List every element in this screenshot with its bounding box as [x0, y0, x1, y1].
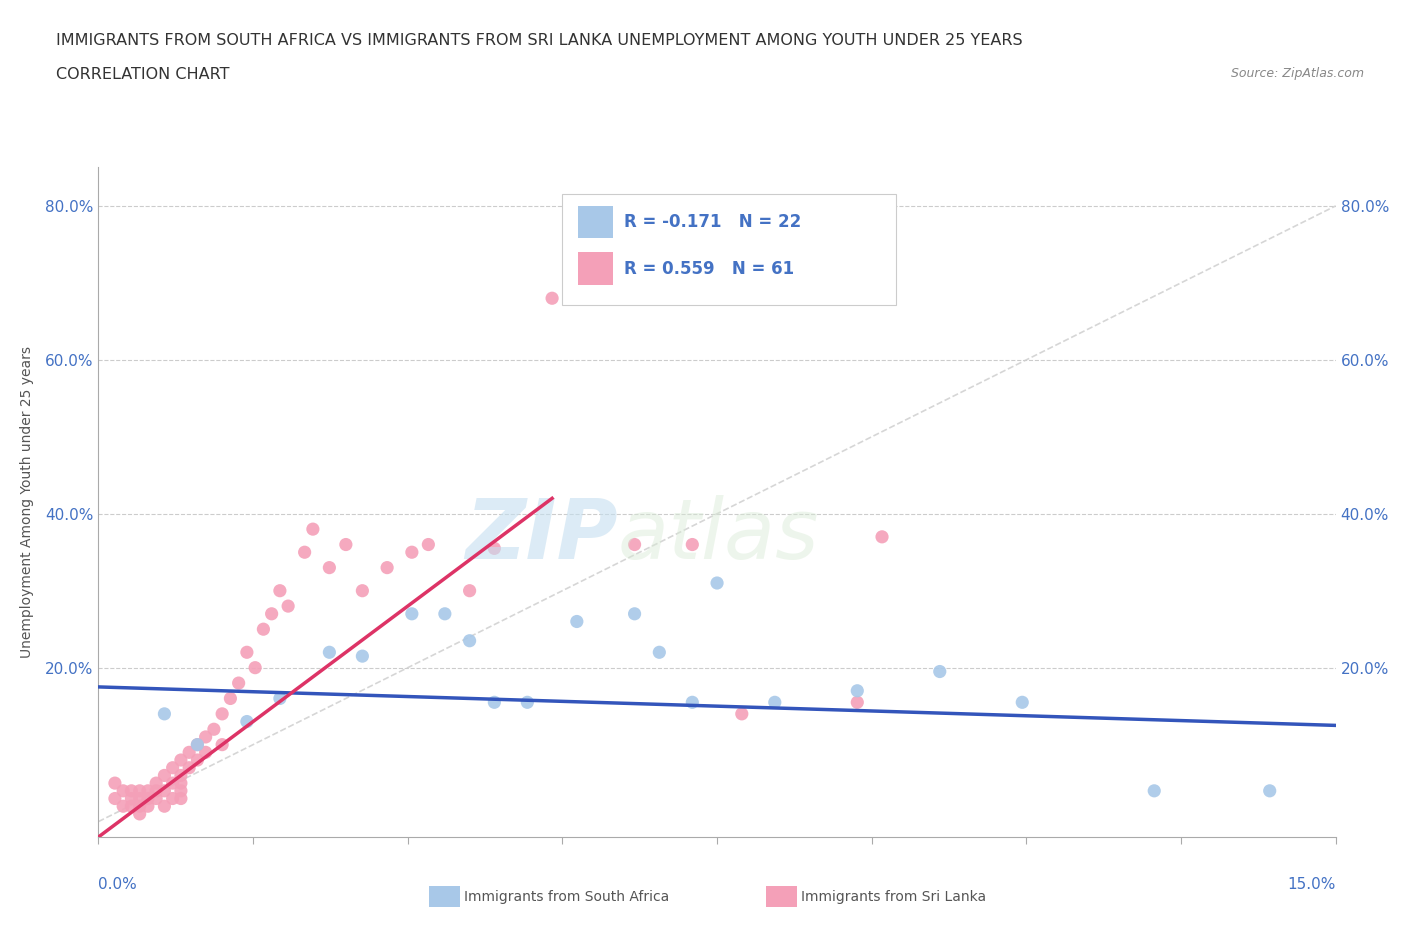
Point: [243, 660, 266, 675]
Point: [136, 783, 159, 798]
Point: [136, 799, 159, 814]
Point: [211, 707, 233, 722]
Point: [153, 783, 176, 798]
Point: [211, 737, 233, 752]
Point: [623, 606, 645, 621]
Point: [153, 707, 176, 722]
Point: [186, 737, 208, 752]
Point: [228, 675, 250, 690]
Text: R = -0.171   N = 22: R = -0.171 N = 22: [624, 213, 801, 232]
Point: [318, 560, 340, 575]
Point: [352, 649, 374, 664]
Point: [186, 752, 208, 767]
Point: [484, 695, 506, 710]
Point: [484, 541, 506, 556]
Point: [401, 545, 423, 560]
Point: [162, 776, 184, 790]
Point: [252, 622, 274, 637]
Point: [162, 791, 184, 806]
Point: [516, 695, 538, 710]
Point: [846, 695, 869, 710]
Point: [706, 576, 728, 591]
Point: [120, 783, 142, 798]
Point: [170, 791, 193, 806]
Point: [375, 560, 398, 575]
Point: [194, 729, 217, 744]
Text: Immigrants from South Africa: Immigrants from South Africa: [464, 889, 669, 904]
Point: [681, 695, 703, 710]
Point: [153, 799, 176, 814]
Y-axis label: Unemployment Among Youth under 25 years: Unemployment Among Youth under 25 years: [20, 346, 34, 658]
Bar: [578, 206, 613, 238]
Point: [153, 768, 176, 783]
Text: CORRELATION CHART: CORRELATION CHART: [56, 67, 229, 82]
Point: [648, 644, 671, 659]
Point: [104, 776, 127, 790]
Point: [112, 799, 135, 814]
Point: [179, 745, 201, 760]
Point: [928, 664, 950, 679]
Point: [277, 599, 299, 614]
Point: [565, 614, 588, 629]
Point: [179, 761, 201, 776]
Point: [335, 538, 357, 552]
Point: [302, 522, 325, 537]
Point: [219, 691, 242, 706]
Point: [170, 752, 193, 767]
Point: [870, 529, 893, 544]
Text: Immigrants from Sri Lanka: Immigrants from Sri Lanka: [801, 889, 987, 904]
Point: [1258, 783, 1281, 798]
Point: [128, 799, 150, 814]
Point: [458, 633, 481, 648]
Point: [128, 791, 150, 806]
Bar: [562, 194, 897, 305]
Point: [401, 606, 423, 621]
Point: [541, 291, 564, 306]
Point: [128, 806, 150, 821]
Text: 15.0%: 15.0%: [1288, 877, 1336, 892]
Point: [294, 545, 316, 560]
Point: [623, 538, 645, 552]
Point: [128, 783, 150, 798]
Point: [731, 707, 754, 722]
Text: 0.0%: 0.0%: [98, 877, 138, 892]
Point: [269, 691, 291, 706]
Point: [145, 776, 167, 790]
Point: [846, 684, 869, 698]
Point: [112, 783, 135, 798]
Text: atlas: atlas: [619, 495, 820, 577]
Point: [120, 799, 142, 814]
Point: [120, 791, 142, 806]
Point: [202, 722, 225, 737]
Point: [763, 695, 786, 710]
Text: IMMIGRANTS FROM SOUTH AFRICA VS IMMIGRANTS FROM SRI LANKA UNEMPLOYMENT AMONG YOU: IMMIGRANTS FROM SOUTH AFRICA VS IMMIGRAN…: [56, 33, 1024, 47]
Point: [186, 737, 208, 752]
Text: R = 0.559   N = 61: R = 0.559 N = 61: [624, 260, 794, 278]
Point: [418, 538, 440, 552]
Point: [1011, 695, 1033, 710]
Point: [170, 776, 193, 790]
Point: [260, 606, 283, 621]
Point: [145, 783, 167, 798]
Point: [1143, 783, 1166, 798]
Point: [236, 644, 259, 659]
Point: [194, 745, 217, 760]
Point: [681, 538, 703, 552]
Bar: [578, 252, 613, 285]
Point: [433, 606, 456, 621]
Point: [104, 791, 127, 806]
Point: [269, 583, 291, 598]
Text: Source: ZipAtlas.com: Source: ZipAtlas.com: [1230, 67, 1364, 80]
Point: [236, 714, 259, 729]
Point: [458, 583, 481, 598]
Point: [170, 768, 193, 783]
Point: [145, 791, 167, 806]
Point: [162, 761, 184, 776]
Point: [170, 783, 193, 798]
Point: [318, 644, 340, 659]
Point: [136, 791, 159, 806]
Point: [352, 583, 374, 598]
Text: ZIP: ZIP: [465, 495, 619, 577]
